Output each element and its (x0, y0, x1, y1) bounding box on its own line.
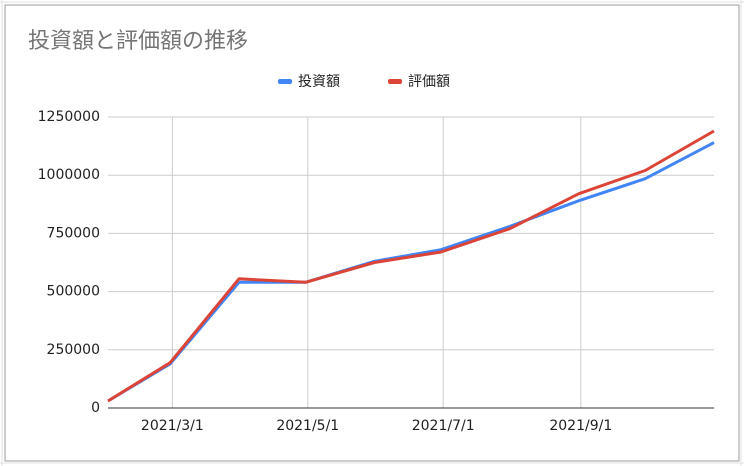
x-tick-label: 2021/7/1 (412, 418, 475, 434)
legend-label: 投資額 (298, 74, 340, 90)
x-tick-label: 2021/5/1 (276, 418, 339, 434)
x-tick-label: 2021/9/1 (549, 418, 612, 434)
x-tick-label: 2021/3/1 (141, 418, 204, 434)
data-line (107, 129, 715, 403)
y-tick-label: 1250000 (38, 109, 100, 125)
y-tick-label: 0 (91, 400, 100, 416)
chart-title: 投資額と評価額の推移 (28, 29, 248, 54)
y-tick-label: 500000 (47, 284, 100, 300)
y-tick-label: 250000 (47, 342, 100, 358)
y-tick-label: 1000000 (38, 167, 100, 183)
legend-swatch (388, 79, 402, 84)
legend-label: 評価額 (408, 74, 450, 90)
y-tick-label: 750000 (47, 225, 100, 241)
legend-swatch (278, 79, 292, 84)
